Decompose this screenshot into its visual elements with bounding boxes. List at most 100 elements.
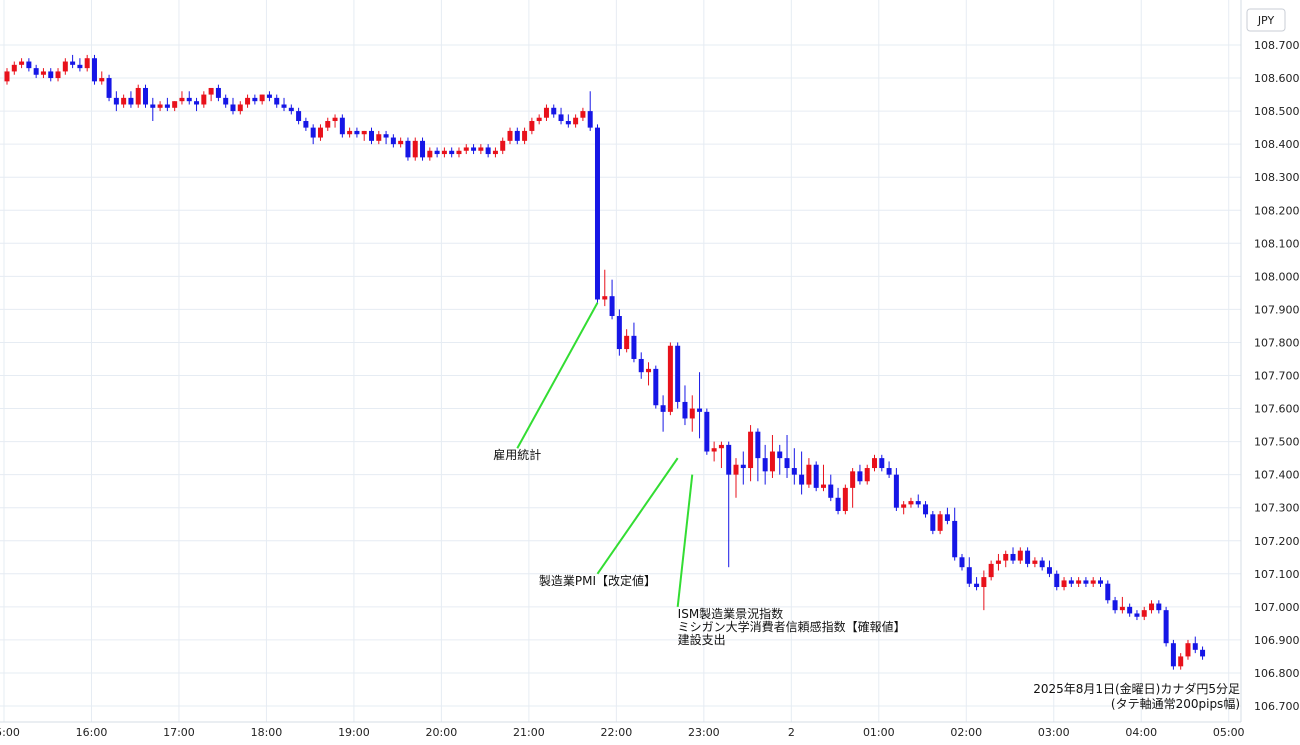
candle-body <box>646 368 652 373</box>
candle <box>230 97 236 115</box>
candle <box>390 134 396 148</box>
price-tick-label: 107.800 <box>1254 336 1300 349</box>
candle-body <box>281 104 287 108</box>
candle-body <box>638 358 644 373</box>
candle-body <box>274 97 280 105</box>
candle <box>908 497 914 508</box>
candle-body <box>777 451 783 459</box>
candle <box>689 395 695 432</box>
candle-body <box>813 464 819 488</box>
candle-body <box>930 514 936 531</box>
candle <box>1163 606 1169 647</box>
candle-body <box>40 71 46 75</box>
candle <box>4 68 10 85</box>
candle-body <box>1105 583 1111 601</box>
candle-body <box>850 471 856 488</box>
candle-body <box>944 514 950 521</box>
price-axis[interactable]: JPY 106.700 106.800 106.900 107.000 107.100 1… <box>1240 0 1300 722</box>
candle-body <box>864 468 870 482</box>
event-annotation: 雇用統計 <box>493 302 599 462</box>
candle <box>638 352 644 379</box>
candle-body <box>390 137 396 145</box>
candle-body <box>4 71 10 82</box>
candle-body <box>33 68 39 75</box>
candle <box>252 94 258 105</box>
annotation-leader-line <box>596 457 679 575</box>
price-tick-label: 108.600 <box>1254 72 1300 85</box>
candle-body <box>427 150 433 158</box>
candle-body <box>908 501 914 505</box>
candle-body <box>893 474 899 508</box>
time-tick-label: 16:00 <box>76 726 108 739</box>
currency-label: JPY <box>1257 14 1275 27</box>
candle-body <box>514 130 520 141</box>
candle <box>91 54 97 85</box>
candle-body <box>1156 603 1162 611</box>
candle-body <box>500 140 506 151</box>
candle <box>347 127 353 138</box>
candle <box>879 454 885 472</box>
candle <box>369 127 374 145</box>
candle-body <box>1200 649 1206 657</box>
candle-body <box>974 583 980 588</box>
time-tick-label: 15:00 <box>0 726 20 739</box>
candle-body <box>172 101 178 108</box>
candle-body <box>842 487 848 512</box>
candle <box>1098 577 1103 588</box>
candle <box>383 130 389 145</box>
candle-body <box>522 130 528 141</box>
candle-body <box>507 130 513 141</box>
candle <box>121 94 127 108</box>
candle <box>317 124 323 141</box>
candle <box>245 94 251 108</box>
candle <box>339 114 345 138</box>
candle-body <box>791 468 797 475</box>
candle-body <box>995 560 1001 564</box>
candle <box>616 309 622 356</box>
candle-body <box>179 97 185 102</box>
candle-body <box>937 514 943 531</box>
candle-body <box>1061 580 1067 588</box>
price-tick-label: 107.300 <box>1254 502 1300 515</box>
candle-body <box>223 97 229 105</box>
candle <box>303 117 309 131</box>
candle-body <box>959 557 965 568</box>
candle-body <box>901 504 907 508</box>
price-tick-label: 107.700 <box>1254 370 1300 383</box>
candle-body <box>1046 567 1052 574</box>
candle-body <box>266 94 272 98</box>
candle-body <box>259 94 265 102</box>
price-tick-label: 106.700 <box>1254 700 1300 713</box>
candlestick-series <box>4 54 1206 670</box>
candle-body <box>398 140 404 145</box>
time-tick-label: 02:00 <box>950 726 982 739</box>
price-tick-label: 108.700 <box>1254 39 1300 52</box>
candle-body <box>594 127 600 300</box>
candle <box>944 507 950 525</box>
candle <box>288 104 294 115</box>
candle <box>594 124 600 303</box>
candle-body <box>733 464 739 475</box>
candle-body <box>1134 613 1140 617</box>
candle-body <box>529 121 535 131</box>
candle <box>77 58 83 72</box>
candle <box>62 58 68 75</box>
candle-body <box>755 431 761 459</box>
candle <box>755 428 761 482</box>
candle-body <box>1003 553 1009 561</box>
candle <box>726 441 732 568</box>
time-axis[interactable]: 15:00 16:00 17:00 18:00 19:00 20:00 21:00 22:00… <box>0 721 1245 739</box>
candle <box>427 147 433 161</box>
candle-body <box>456 150 462 155</box>
candle <box>471 144 477 155</box>
chart-grid <box>0 0 1241 722</box>
candle <box>813 461 819 492</box>
candle <box>704 408 710 455</box>
candle <box>682 385 688 426</box>
candle <box>580 107 586 122</box>
candle <box>937 511 943 535</box>
candle <box>799 451 805 495</box>
candle-body <box>915 501 921 505</box>
